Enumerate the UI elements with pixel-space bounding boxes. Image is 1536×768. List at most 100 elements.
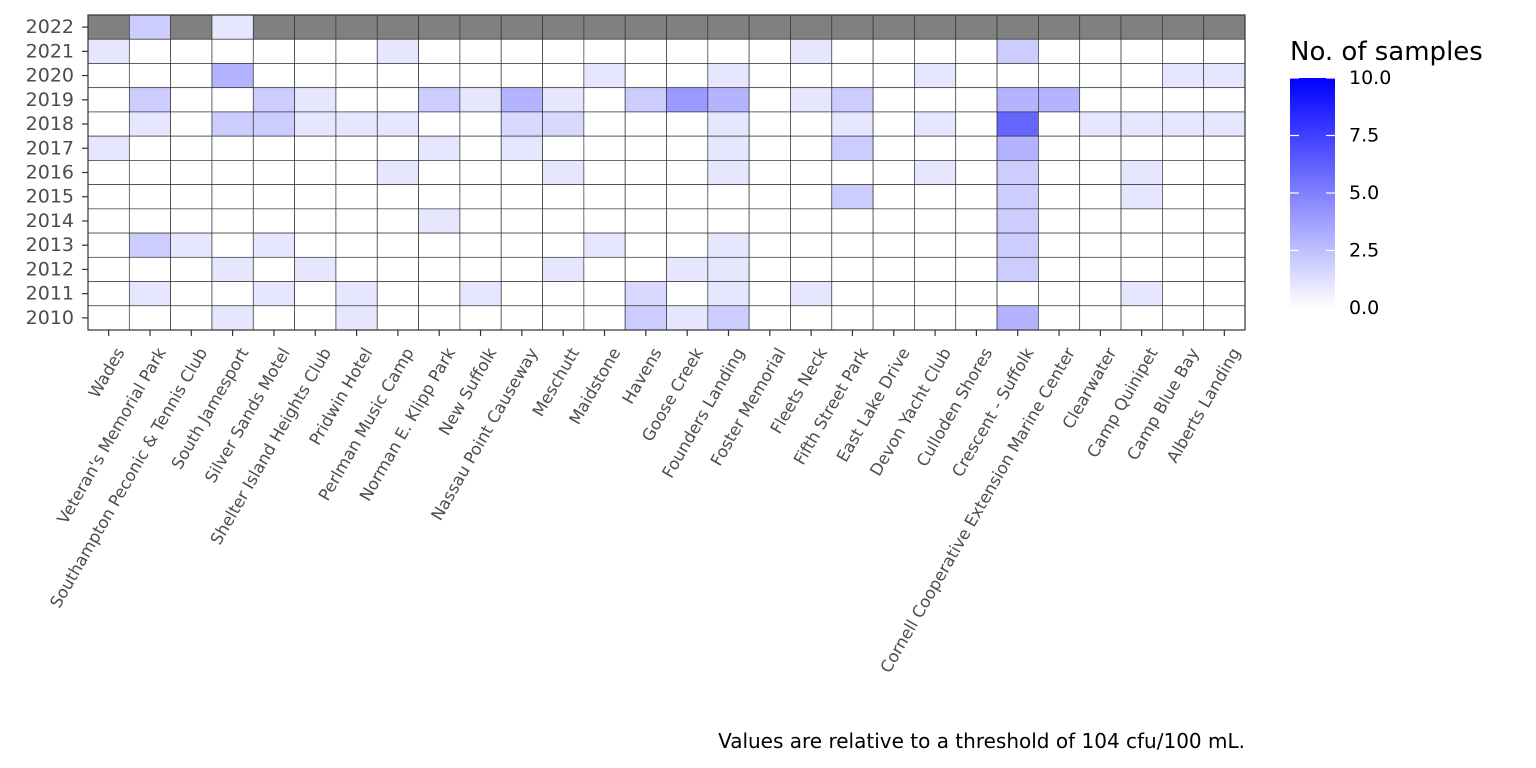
heatmap-cell	[583, 160, 626, 185]
heatmap-cell	[748, 38, 791, 64]
heatmap-cell	[831, 38, 874, 64]
heatmap-cell	[170, 38, 213, 64]
heatmap-cell	[170, 256, 213, 282]
heatmap-cell	[831, 63, 874, 89]
heatmap-cell	[790, 208, 833, 234]
heatmap-cell	[1038, 135, 1081, 161]
heatmap-cell	[955, 111, 998, 137]
heatmap-cell	[1079, 160, 1122, 185]
heatmap-cell	[87, 281, 130, 307]
heatmap-cell	[335, 63, 378, 89]
heatmap-cell	[955, 135, 998, 161]
heatmap-cell	[459, 256, 502, 282]
heatmap-cell	[376, 87, 419, 113]
heatmap-cell	[624, 256, 667, 282]
heatmap-cell	[1162, 63, 1205, 89]
heatmap-cell	[624, 87, 667, 113]
heatmap-cell	[583, 63, 626, 89]
heatmap-cell	[1038, 111, 1081, 137]
heatmap-cell	[1120, 256, 1163, 282]
heatmap-cell	[1203, 208, 1246, 234]
heatmap-cell	[872, 135, 915, 161]
heatmap-cell	[252, 256, 295, 282]
heatmap-cell	[335, 38, 378, 64]
heatmap-cell	[376, 232, 419, 258]
heatmap-cell	[418, 135, 461, 161]
heatmap-cell	[87, 38, 130, 64]
heatmap-cell	[376, 281, 419, 307]
heatmap-cell	[500, 160, 543, 185]
heatmap-cell	[418, 281, 461, 307]
heatmap-cell	[1203, 281, 1246, 307]
heatmap-cell	[542, 14, 585, 40]
y-tick-label: 2019	[26, 89, 74, 111]
heatmap-cell	[211, 160, 254, 185]
heatmap-cell	[418, 14, 461, 40]
heatmap-cell	[955, 87, 998, 113]
heatmap-cell	[294, 63, 337, 89]
heatmap-cell	[996, 232, 1039, 258]
heatmap-cell	[1162, 38, 1205, 64]
heatmap-cell	[872, 160, 915, 185]
heatmap-cell	[1120, 135, 1163, 161]
heatmap-cell	[335, 184, 378, 210]
heatmap-cell	[624, 184, 667, 210]
heatmap-cell	[1120, 160, 1163, 185]
heatmap-cell	[252, 160, 295, 185]
heatmap-cell	[376, 63, 419, 89]
heatmap-cell	[666, 160, 709, 185]
heatmap-cell	[790, 184, 833, 210]
heatmap-cell	[500, 14, 543, 40]
heatmap-cell	[1038, 160, 1081, 185]
heatmap-cell	[418, 160, 461, 185]
heatmap-cell	[872, 208, 915, 234]
heatmap-cell	[1162, 208, 1205, 234]
heatmap-cell	[914, 184, 957, 210]
heatmap-cell	[1120, 14, 1163, 40]
heatmap-cell	[87, 160, 130, 185]
heatmap-cell	[170, 135, 213, 161]
heatmap-cell	[831, 135, 874, 161]
heatmap-cell	[583, 184, 626, 210]
heatmap-cell	[376, 135, 419, 161]
heatmap-cell	[87, 14, 130, 40]
heatmap-cell	[1079, 63, 1122, 89]
heatmap-cell	[252, 184, 295, 210]
heatmap-cell	[955, 256, 998, 282]
heatmap-cell	[294, 281, 337, 307]
heatmap-cell	[1120, 305, 1163, 331]
heatmap-cell	[1038, 38, 1081, 64]
heatmap-cell	[1120, 232, 1163, 258]
heatmap-cell	[542, 38, 585, 64]
heatmap-cell	[128, 14, 171, 40]
heatmap-cell	[335, 208, 378, 234]
heatmap-cell	[748, 281, 791, 307]
heatmap-cell	[376, 184, 419, 210]
heatmap-cell	[459, 135, 502, 161]
heatmap-cell	[418, 63, 461, 89]
heatmap-cell	[914, 38, 957, 64]
heatmap-cell	[170, 63, 213, 89]
heatmap-cell	[996, 160, 1039, 185]
heatmap-cell	[128, 135, 171, 161]
heatmap-cell	[707, 305, 750, 331]
heatmap-cell	[666, 256, 709, 282]
heatmap-cell	[335, 87, 378, 113]
heatmap-cell	[1162, 281, 1205, 307]
heatmap-cell	[211, 87, 254, 113]
heatmap-cell	[583, 135, 626, 161]
heatmap-cell	[1038, 87, 1081, 113]
heatmap-cell	[294, 87, 337, 113]
heatmap-cell	[294, 135, 337, 161]
heatmap-cell	[583, 208, 626, 234]
heatmap-cell	[748, 232, 791, 258]
heatmap-cell	[418, 111, 461, 137]
x-tick-label: Cornell Cooperative Extension Marine Cen…	[876, 344, 1079, 676]
heatmap-cell	[211, 184, 254, 210]
heatmap-cell	[872, 63, 915, 89]
heatmap-cell	[376, 208, 419, 234]
heatmap-cell	[666, 184, 709, 210]
heatmap-cell	[252, 63, 295, 89]
